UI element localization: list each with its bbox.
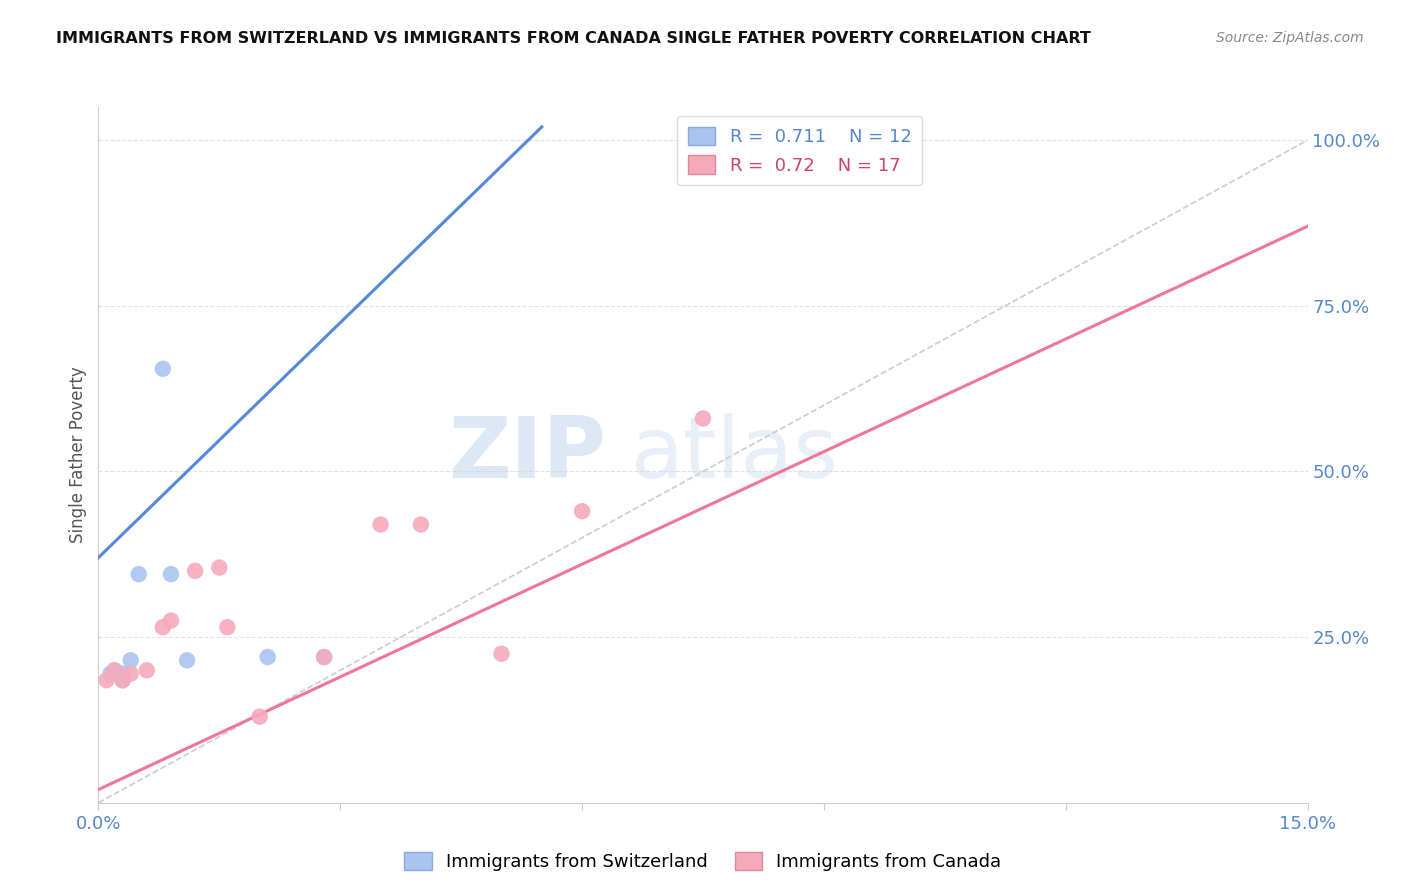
Point — [217, 620, 239, 634]
Text: ZIP: ZIP — [449, 413, 606, 497]
Point — [100, 666, 122, 681]
Point — [103, 663, 125, 677]
Point — [111, 666, 134, 681]
Point — [120, 666, 142, 681]
Text: IMMIGRANTS FROM SWITZERLAND VS IMMIGRANTS FROM CANADA SINGLE FATHER POVERTY CORR: IMMIGRANTS FROM SWITZERLAND VS IMMIGRANT… — [56, 31, 1091, 46]
Point — [152, 361, 174, 376]
Point — [96, 673, 118, 688]
Point — [103, 663, 125, 677]
Legend: R =  0.711    N = 12, R =  0.72    N = 17: R = 0.711 N = 12, R = 0.72 N = 17 — [678, 116, 922, 186]
Point — [111, 673, 134, 688]
Point — [120, 653, 142, 667]
Point — [314, 650, 336, 665]
Point — [160, 567, 183, 582]
Point — [111, 673, 134, 688]
Point — [370, 517, 392, 532]
Point — [128, 567, 150, 582]
Text: atlas: atlas — [630, 413, 838, 497]
Point — [314, 650, 336, 665]
Point — [256, 650, 278, 665]
Point — [692, 411, 714, 425]
Point — [152, 620, 174, 634]
Text: Source: ZipAtlas.com: Source: ZipAtlas.com — [1216, 31, 1364, 45]
Point — [571, 504, 593, 518]
Point — [491, 647, 513, 661]
Point — [135, 663, 157, 677]
Point — [409, 517, 432, 532]
Point — [184, 564, 207, 578]
Point — [692, 129, 714, 144]
Legend: Immigrants from Switzerland, Immigrants from Canada: Immigrants from Switzerland, Immigrants … — [398, 845, 1008, 879]
Point — [160, 614, 183, 628]
Point — [249, 709, 271, 723]
Y-axis label: Single Father Poverty: Single Father Poverty — [69, 367, 87, 543]
Point — [176, 653, 198, 667]
Point — [208, 560, 231, 574]
